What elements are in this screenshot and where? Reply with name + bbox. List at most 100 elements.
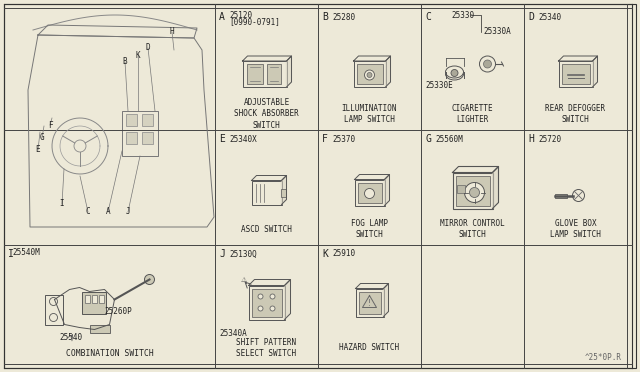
Text: B: B <box>322 12 328 22</box>
Circle shape <box>258 294 263 299</box>
Text: G: G <box>425 134 431 144</box>
Bar <box>266 64 280 84</box>
Polygon shape <box>282 176 287 205</box>
Bar <box>280 189 285 196</box>
Bar <box>248 285 285 320</box>
Text: A: A <box>219 12 225 22</box>
Bar <box>84 295 90 302</box>
Circle shape <box>479 56 495 72</box>
Polygon shape <box>593 56 598 87</box>
Text: 25340A: 25340A <box>219 328 247 337</box>
Circle shape <box>49 298 58 305</box>
Bar <box>252 289 282 317</box>
Text: !: ! <box>368 299 371 308</box>
Text: MIRROR CONTROL
SWITCH: MIRROR CONTROL SWITCH <box>440 219 505 240</box>
Text: C: C <box>425 12 431 22</box>
Text: 25130Q: 25130Q <box>229 250 257 259</box>
Text: E: E <box>219 134 225 144</box>
Bar <box>246 64 262 84</box>
Bar <box>356 64 383 84</box>
Text: 25340: 25340 <box>538 13 561 22</box>
Text: [0990-0791]: [0990-0791] <box>229 17 280 26</box>
Circle shape <box>465 183 484 202</box>
Bar <box>92 295 97 302</box>
Text: G: G <box>40 134 44 142</box>
Ellipse shape <box>445 66 463 78</box>
Circle shape <box>365 189 374 199</box>
Text: J: J <box>125 208 131 217</box>
Text: 25280: 25280 <box>332 13 355 22</box>
Bar <box>353 61 385 87</box>
Text: E: E <box>36 145 40 154</box>
Bar <box>252 180 282 205</box>
Text: 25340X: 25340X <box>229 135 257 144</box>
Circle shape <box>483 60 492 68</box>
Bar <box>142 114 153 126</box>
Circle shape <box>451 70 458 77</box>
Bar <box>81 292 106 314</box>
Text: J: J <box>219 249 225 259</box>
Text: 25330: 25330 <box>451 10 474 19</box>
Text: 25560M: 25560M <box>435 135 463 144</box>
Bar <box>554 193 566 198</box>
Text: K: K <box>322 249 328 259</box>
Bar <box>99 295 104 302</box>
Ellipse shape <box>445 68 463 80</box>
Polygon shape <box>287 56 291 87</box>
Text: F: F <box>322 134 328 144</box>
Circle shape <box>49 314 58 321</box>
Bar <box>243 61 287 87</box>
Bar <box>126 114 137 126</box>
Bar <box>355 180 385 205</box>
Text: REAR DEFOGGER
SWITCH: REAR DEFOGGER SWITCH <box>545 103 605 124</box>
Polygon shape <box>383 283 388 317</box>
Text: B: B <box>123 58 127 67</box>
Bar <box>126 132 137 144</box>
Circle shape <box>270 306 275 311</box>
Bar <box>561 64 589 84</box>
Circle shape <box>270 294 275 299</box>
Text: F: F <box>48 121 52 129</box>
Bar <box>358 183 381 202</box>
Text: C: C <box>86 208 90 217</box>
Text: SHIFT PATTERN
SELECT SWITCH: SHIFT PATTERN SELECT SWITCH <box>236 338 296 358</box>
Bar <box>452 173 493 208</box>
Text: 25260P: 25260P <box>104 308 132 317</box>
Text: D: D <box>146 44 150 52</box>
Text: 25370: 25370 <box>332 135 355 144</box>
Text: ILLUMINATION
LAMP SWITCH: ILLUMINATION LAMP SWITCH <box>342 103 397 124</box>
Text: COMBINATION SWITCH: COMBINATION SWITCH <box>66 349 154 357</box>
Text: 25540: 25540 <box>60 333 83 341</box>
Circle shape <box>145 275 154 285</box>
Text: 25330A: 25330A <box>483 28 511 36</box>
Text: GLOVE BOX
LAMP SWITCH: GLOVE BOX LAMP SWITCH <box>550 219 601 240</box>
Text: H: H <box>170 28 174 36</box>
Text: 25720: 25720 <box>538 135 561 144</box>
Text: ^25*0P.R: ^25*0P.R <box>585 353 622 362</box>
Bar <box>456 176 490 205</box>
Circle shape <box>365 70 374 80</box>
Polygon shape <box>493 167 499 208</box>
Bar <box>45 295 63 324</box>
Bar <box>456 185 465 192</box>
Text: D: D <box>528 12 534 22</box>
Text: I: I <box>8 249 14 259</box>
Text: ADJUSTABLE
SHOCK ABSORBER
SWITCH: ADJUSTABLE SHOCK ABSORBER SWITCH <box>234 98 299 130</box>
Text: FOG LAMP
SWITCH: FOG LAMP SWITCH <box>351 219 388 240</box>
Circle shape <box>367 73 372 77</box>
Circle shape <box>573 189 584 202</box>
Polygon shape <box>385 56 390 87</box>
Polygon shape <box>285 279 291 320</box>
Bar <box>142 132 153 144</box>
Text: ASCD SWITCH: ASCD SWITCH <box>241 224 292 234</box>
Circle shape <box>74 140 86 152</box>
Bar <box>90 324 109 333</box>
Bar <box>122 111 158 156</box>
Polygon shape <box>385 174 390 205</box>
Circle shape <box>470 187 479 198</box>
Bar <box>355 289 383 317</box>
Text: CIGARETTE
LIGHTER: CIGARETTE LIGHTER <box>452 103 493 124</box>
Text: A: A <box>106 208 110 217</box>
Text: K: K <box>136 51 140 60</box>
Text: 25910: 25910 <box>332 250 355 259</box>
